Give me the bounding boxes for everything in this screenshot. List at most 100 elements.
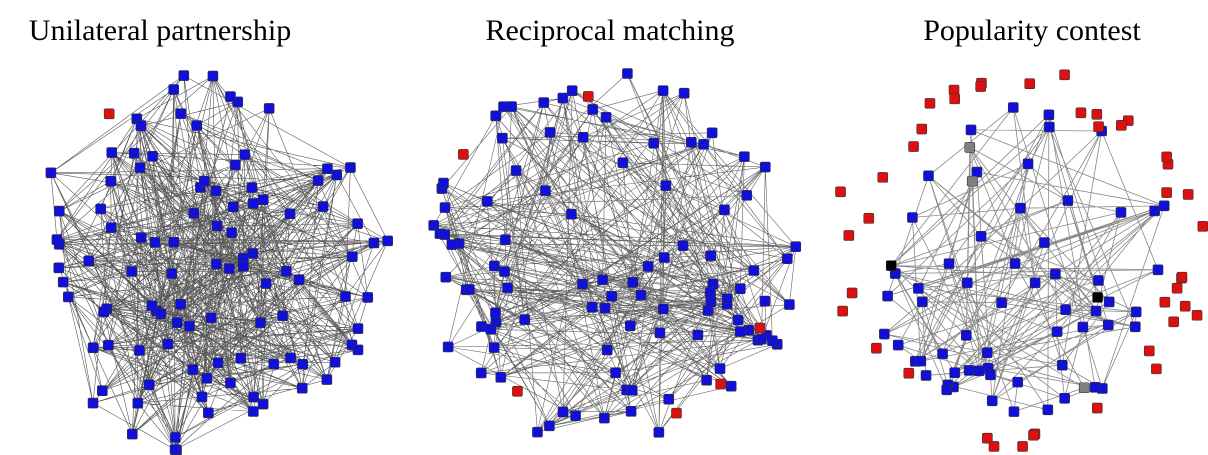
node	[610, 367, 621, 378]
node	[489, 260, 500, 272]
node	[948, 84, 960, 96]
node	[248, 391, 259, 403]
node	[98, 306, 110, 318]
node	[760, 161, 771, 173]
node	[45, 167, 57, 179]
node	[982, 432, 993, 444]
node	[490, 307, 501, 319]
node	[734, 326, 746, 337]
node	[382, 235, 393, 247]
node	[248, 406, 259, 417]
node	[973, 365, 985, 377]
edges	[433, 73, 797, 433]
node	[210, 185, 222, 197]
node	[532, 426, 543, 438]
node	[168, 84, 179, 95]
node	[678, 87, 690, 99]
panel-title: Popularity contest	[923, 14, 1141, 47]
node	[1059, 69, 1070, 81]
node	[105, 175, 117, 187]
node	[347, 251, 358, 262]
node	[506, 101, 517, 112]
node	[965, 124, 977, 136]
node	[187, 364, 199, 375]
node	[103, 339, 114, 351]
node	[57, 276, 69, 288]
node	[170, 432, 181, 443]
node	[732, 314, 744, 326]
node	[658, 303, 669, 315]
node	[1015, 202, 1026, 214]
node	[654, 327, 666, 339]
node	[439, 202, 451, 213]
node	[705, 250, 717, 261]
node	[439, 229, 451, 240]
node	[748, 265, 760, 276]
node	[146, 300, 158, 312]
node	[211, 258, 222, 270]
node	[512, 386, 523, 397]
node	[1078, 382, 1090, 394]
node	[476, 321, 487, 332]
node	[352, 323, 364, 334]
node	[225, 377, 236, 389]
network	[428, 68, 802, 438]
node	[211, 220, 223, 232]
node	[191, 120, 203, 131]
node	[495, 372, 507, 383]
node	[162, 338, 174, 350]
node	[105, 222, 117, 233]
node	[1102, 319, 1114, 331]
node	[331, 169, 343, 181]
node	[201, 373, 213, 384]
node	[203, 407, 214, 419]
node	[846, 287, 858, 299]
node	[322, 163, 333, 175]
node	[188, 208, 200, 219]
node	[963, 365, 975, 376]
node	[1161, 187, 1172, 198]
node	[698, 139, 709, 150]
node	[686, 137, 697, 148]
node	[835, 186, 846, 198]
node	[1191, 309, 1203, 321]
node	[482, 196, 493, 207]
node	[475, 367, 487, 379]
node	[198, 175, 210, 187]
node	[1017, 441, 1028, 452]
node	[440, 271, 452, 283]
node	[577, 131, 589, 143]
node	[586, 302, 598, 313]
node	[490, 110, 501, 122]
node	[166, 268, 178, 279]
node	[975, 230, 987, 242]
node	[877, 172, 889, 183]
node	[915, 355, 927, 367]
node	[1007, 102, 1019, 113]
node	[257, 398, 269, 410]
node	[1158, 200, 1170, 212]
node	[863, 213, 875, 224]
node	[1182, 189, 1194, 200]
node	[464, 284, 475, 295]
node	[701, 374, 712, 386]
node	[879, 328, 890, 340]
node	[106, 147, 118, 158]
node	[1171, 282, 1183, 294]
node	[103, 108, 115, 120]
node	[544, 420, 555, 432]
node	[500, 234, 511, 246]
node	[171, 317, 183, 328]
node	[557, 92, 569, 104]
node	[577, 278, 588, 290]
node	[1093, 275, 1104, 286]
node	[510, 165, 522, 176]
node	[1022, 158, 1034, 170]
node	[352, 344, 364, 356]
node	[1152, 264, 1164, 276]
node	[255, 317, 266, 329]
node	[1179, 300, 1191, 312]
node	[719, 204, 730, 216]
node	[648, 137, 660, 149]
node	[147, 150, 158, 162]
